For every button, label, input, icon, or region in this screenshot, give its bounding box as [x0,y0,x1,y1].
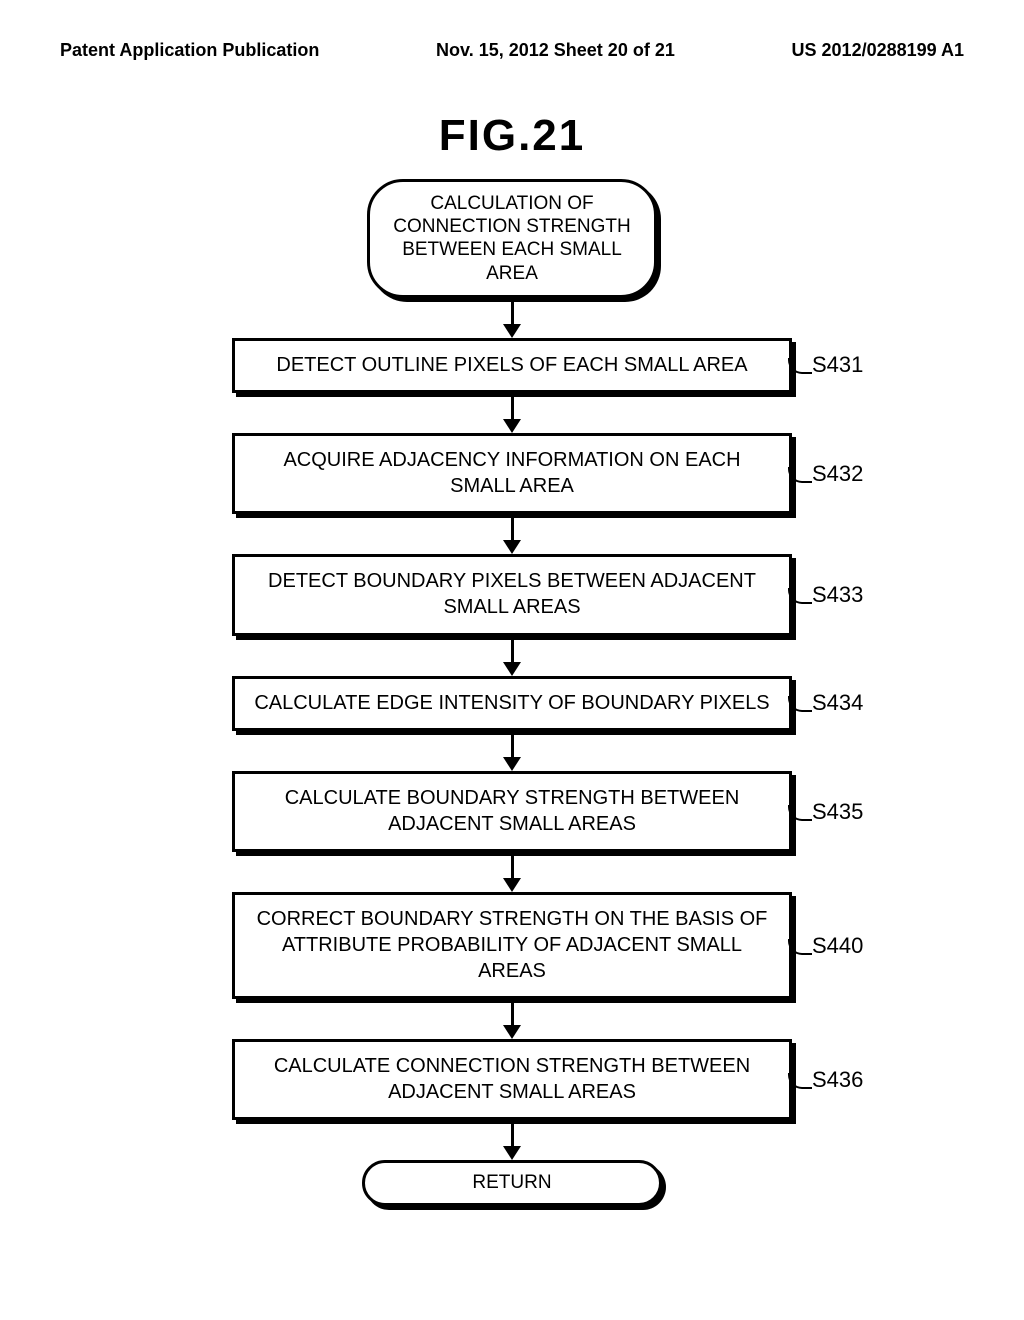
step-row: DETECT OUTLINE PIXELS OF EACH SMALL AREA… [232,338,792,394]
arrow [232,514,792,554]
arrow [232,1120,792,1160]
step-row: ACQUIRE ADJACENCY INFORMATION ON EACH SM… [232,433,792,514]
page-header: Patent Application Publication Nov. 15, … [0,0,1024,61]
arrow [232,393,792,433]
process-box: CALCULATE BOUNDARY STRENGTH BETWEEN ADJA… [232,771,792,852]
step-row: DETECT BOUNDARY PIXELS BETWEEN ADJACENT … [232,554,792,635]
flowchart: CALCULATION OF CONNECTION STRENGTH BETWE… [232,179,792,1206]
arrow [232,731,792,771]
header-left: Patent Application Publication [60,40,319,61]
step-label: S434 [812,690,863,716]
step-label: S436 [812,1067,863,1093]
figure-title: FIG.21 [0,111,1024,161]
arrow [232,636,792,676]
step-row: CALCULATE CONNECTION STRENGTH BETWEEN AD… [232,1039,792,1120]
process-box: DETECT BOUNDARY PIXELS BETWEEN ADJACENT … [232,554,792,635]
process-box: CALCULATE EDGE INTENSITY OF BOUNDARY PIX… [232,676,792,732]
step-label: S433 [812,582,863,608]
step-label: S432 [812,461,863,487]
header-center: Nov. 15, 2012 Sheet 20 of 21 [436,40,675,61]
process-box: DETECT OUTLINE PIXELS OF EACH SMALL AREA [232,338,792,394]
step-label: S435 [812,799,863,825]
header-right: US 2012/0288199 A1 [792,40,964,61]
process-box: CALCULATE CONNECTION STRENGTH BETWEEN AD… [232,1039,792,1120]
terminator-end: RETURN [362,1160,662,1205]
step-row: CORRECT BOUNDARY STRENGTH ON THE BASIS O… [232,892,792,999]
process-box: ACQUIRE ADJACENCY INFORMATION ON EACH SM… [232,433,792,514]
arrow [232,852,792,892]
arrow [232,298,792,338]
step-row: CALCULATE BOUNDARY STRENGTH BETWEEN ADJA… [232,771,792,852]
step-label: S431 [812,352,863,378]
terminator-start: CALCULATION OF CONNECTION STRENGTH BETWE… [367,179,657,298]
step-row: CALCULATE EDGE INTENSITY OF BOUNDARY PIX… [232,676,792,732]
arrow [232,999,792,1039]
step-label: S440 [812,933,863,959]
process-box: CORRECT BOUNDARY STRENGTH ON THE BASIS O… [232,892,792,999]
